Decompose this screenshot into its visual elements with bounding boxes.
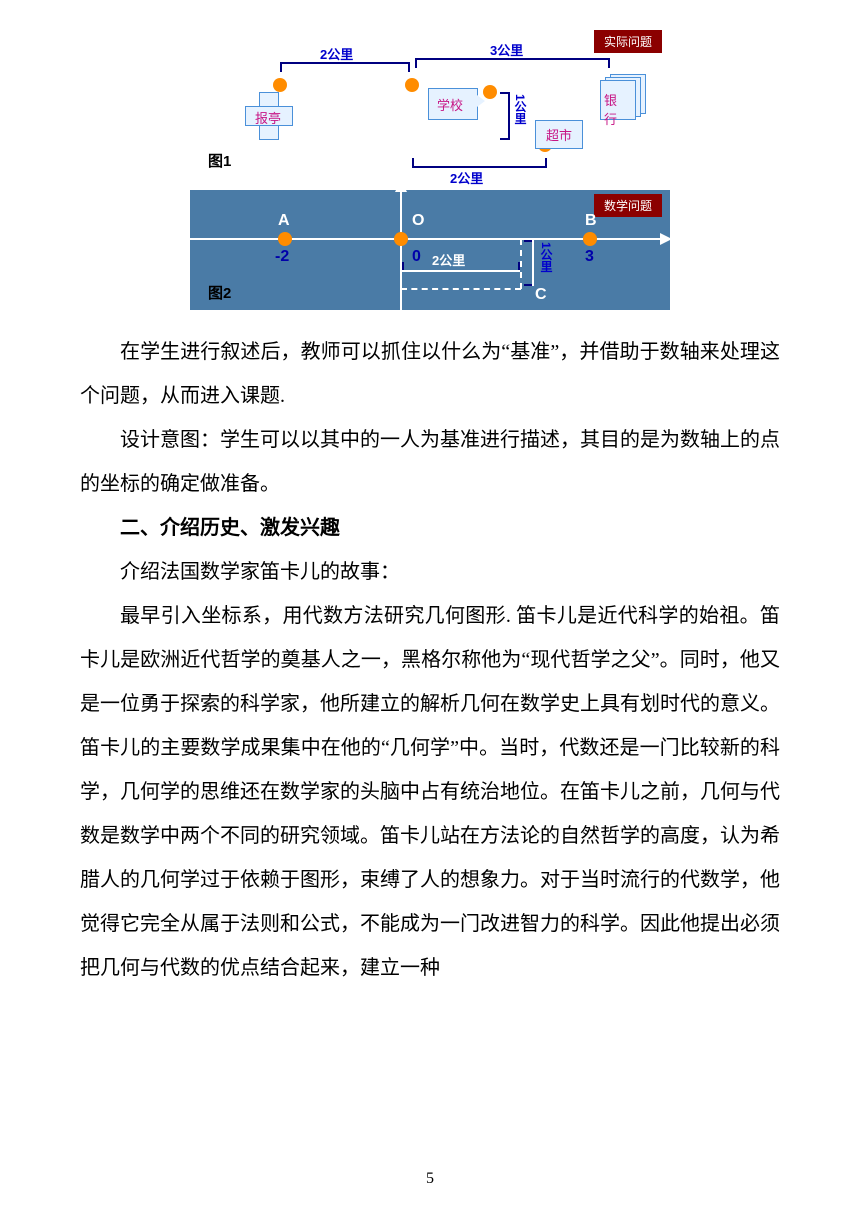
brace-2km-bottom — [412, 160, 547, 168]
point-A: A — [278, 212, 290, 230]
dist-2km-top: 2公里 — [320, 44, 353, 63]
dist-axis-2km: 2公里 — [432, 250, 465, 269]
y-axis — [400, 190, 402, 310]
dist-3km: 3公里 — [490, 40, 523, 59]
val-A: -2 — [275, 248, 289, 266]
para-2: 设计意图：学生可以以其中的一人为基准进行描述，其目的是为数轴上的点的坐标的确定做… — [80, 418, 780, 506]
dot-newsstand — [273, 78, 287, 92]
newsstand-label: 报亭 — [255, 108, 281, 127]
dist-2km-bottom: 2公里 — [450, 168, 483, 187]
diagram-bottom: 数学问题 A -2 O 0 B 3 C 2公里 1公里 图2 — [190, 190, 670, 310]
body-text: 在学生进行叙述后，教师可以抓住以什么为“基准”，并借助于数轴来处理这个问题，从而… — [80, 330, 780, 990]
badge-math-problem: 数学问题 — [594, 194, 662, 217]
brace-1km-v — [502, 92, 510, 140]
dash-h — [401, 288, 521, 290]
badge-real-problem: 实际问题 — [594, 30, 662, 53]
dot-school-left — [405, 78, 419, 92]
vdist-1km: 1公里 — [512, 94, 529, 125]
para-4: 最早引入坐标系，用代数方法研究几何图形. 笛卡儿是近代科学的始祖。笛卡儿是欧洲近… — [80, 594, 780, 990]
para-3: 介绍法国数学家笛卡儿的故事： — [80, 550, 780, 594]
point-O: O — [412, 212, 424, 230]
point-A-dot — [278, 232, 292, 246]
brace-2km-top — [280, 62, 410, 70]
newsstand-shape: 报亭 — [245, 92, 293, 140]
fig1-label: 图1 — [208, 150, 231, 171]
school-flag: 学校 — [428, 88, 478, 120]
bank-label: 银行 — [604, 90, 617, 128]
vdist-axis-1km: 1公里 — [538, 242, 555, 273]
val-B: 3 — [585, 248, 594, 266]
point-O-dot — [394, 232, 408, 246]
page-number: 5 — [0, 1170, 860, 1188]
point-B: B — [585, 212, 597, 230]
point-C: C — [535, 286, 547, 304]
supermarket-box: 超市 — [535, 120, 583, 149]
x-axis-arrow — [660, 233, 672, 245]
brace-1km-axis — [526, 240, 534, 286]
fig2-label: 图2 — [208, 282, 231, 303]
heading-section-2: 二、介绍历史、激发兴趣 — [80, 506, 780, 550]
dot-school-right — [483, 85, 497, 99]
dash-v — [520, 239, 522, 289]
brace-3km — [415, 58, 610, 66]
point-B-dot — [583, 232, 597, 246]
diagram-container: 实际问题 2公里 3公里 报亭 学校 银行 超市 1公里 — [190, 30, 670, 310]
diagram-top: 实际问题 2公里 3公里 报亭 学校 银行 超市 1公里 — [190, 30, 670, 190]
y-axis-arrow — [395, 180, 407, 192]
para-1: 在学生进行叙述后，教师可以抓住以什么为“基准”，并借助于数轴来处理这个问题，从而… — [80, 330, 780, 418]
